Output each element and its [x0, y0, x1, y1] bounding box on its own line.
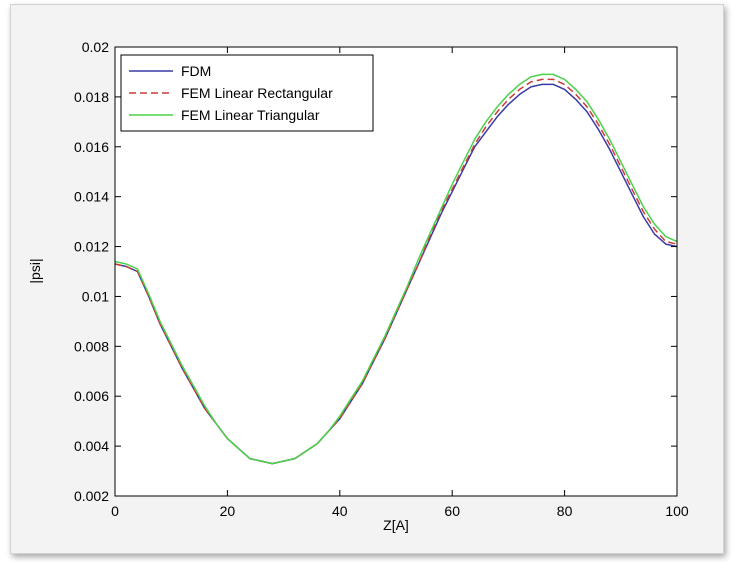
y-tick: 0.012 [74, 239, 677, 255]
series-layer [114, 73, 678, 465]
y-axis-label: |psi| [27, 258, 43, 283]
y-tick-label: 0.018 [74, 89, 109, 105]
plot-frame [114, 46, 678, 497]
y-tick-label: 0.002 [74, 488, 109, 504]
x-tick: 20 [220, 47, 236, 519]
x-tick-label: 80 [557, 503, 573, 519]
x-tick-label: 60 [444, 503, 460, 519]
y-tick-label: 0.02 [82, 39, 109, 55]
y-tick: 0.01 [82, 288, 677, 304]
y-tick: 0.008 [74, 338, 677, 354]
x-tick: 100 [665, 47, 689, 519]
y-tick-label: 0.016 [74, 139, 109, 155]
series-line-fem-linear-triangular [114, 73, 678, 465]
y-tick: 0.006 [74, 388, 677, 404]
y-ticks: 0.002 0.004 0.006 0.008 0.01 0.012 0.014 0.016 0… [74, 39, 677, 504]
x-tick: 0 [111, 47, 119, 519]
legend-entry: FEM Linear Triangular [129, 107, 320, 123]
y-tick: 0.014 [74, 189, 677, 205]
legend-entry: FDM [129, 63, 211, 79]
series-line-fdm [114, 83, 678, 465]
y-tick: 0.004 [74, 438, 677, 454]
y-tick-label: 0.004 [74, 438, 109, 454]
x-tick: 60 [444, 47, 460, 519]
y-tick-label: 0.008 [74, 338, 109, 354]
y-tick: 0.002 [74, 488, 677, 504]
legend: FDM FEM Linear Rectangular FEM Linear Tria… [120, 54, 374, 132]
legend-label: FDM [181, 63, 211, 79]
y-tick: 0.018 [74, 89, 677, 105]
x-tick-label: 0 [111, 503, 119, 519]
legend-label: FEM Linear Rectangular [181, 85, 333, 101]
y-tick-label: 0.006 [74, 388, 109, 404]
x-tick: 40 [332, 47, 348, 519]
x-tick-label: 20 [220, 503, 236, 519]
y-tick-label: 0.01 [82, 288, 109, 304]
y-tick-label: 0.014 [74, 189, 109, 205]
y-tick: 0.016 [74, 139, 677, 155]
y-tick-label: 0.012 [74, 239, 109, 255]
legend-entry: FEM Linear Rectangular [129, 85, 333, 101]
x-tick: 80 [557, 47, 573, 519]
x-tick-label: 40 [332, 503, 348, 519]
x-axis-label: Z[A] [383, 517, 409, 533]
y-tick: 0.02 [82, 39, 677, 55]
legend-label: FEM Linear Triangular [181, 107, 320, 123]
x-tick-label: 100 [665, 503, 689, 519]
series-line-fem-linear-rectangular [114, 78, 678, 465]
x-ticks: 0 20 40 60 80 100 [111, 47, 689, 519]
